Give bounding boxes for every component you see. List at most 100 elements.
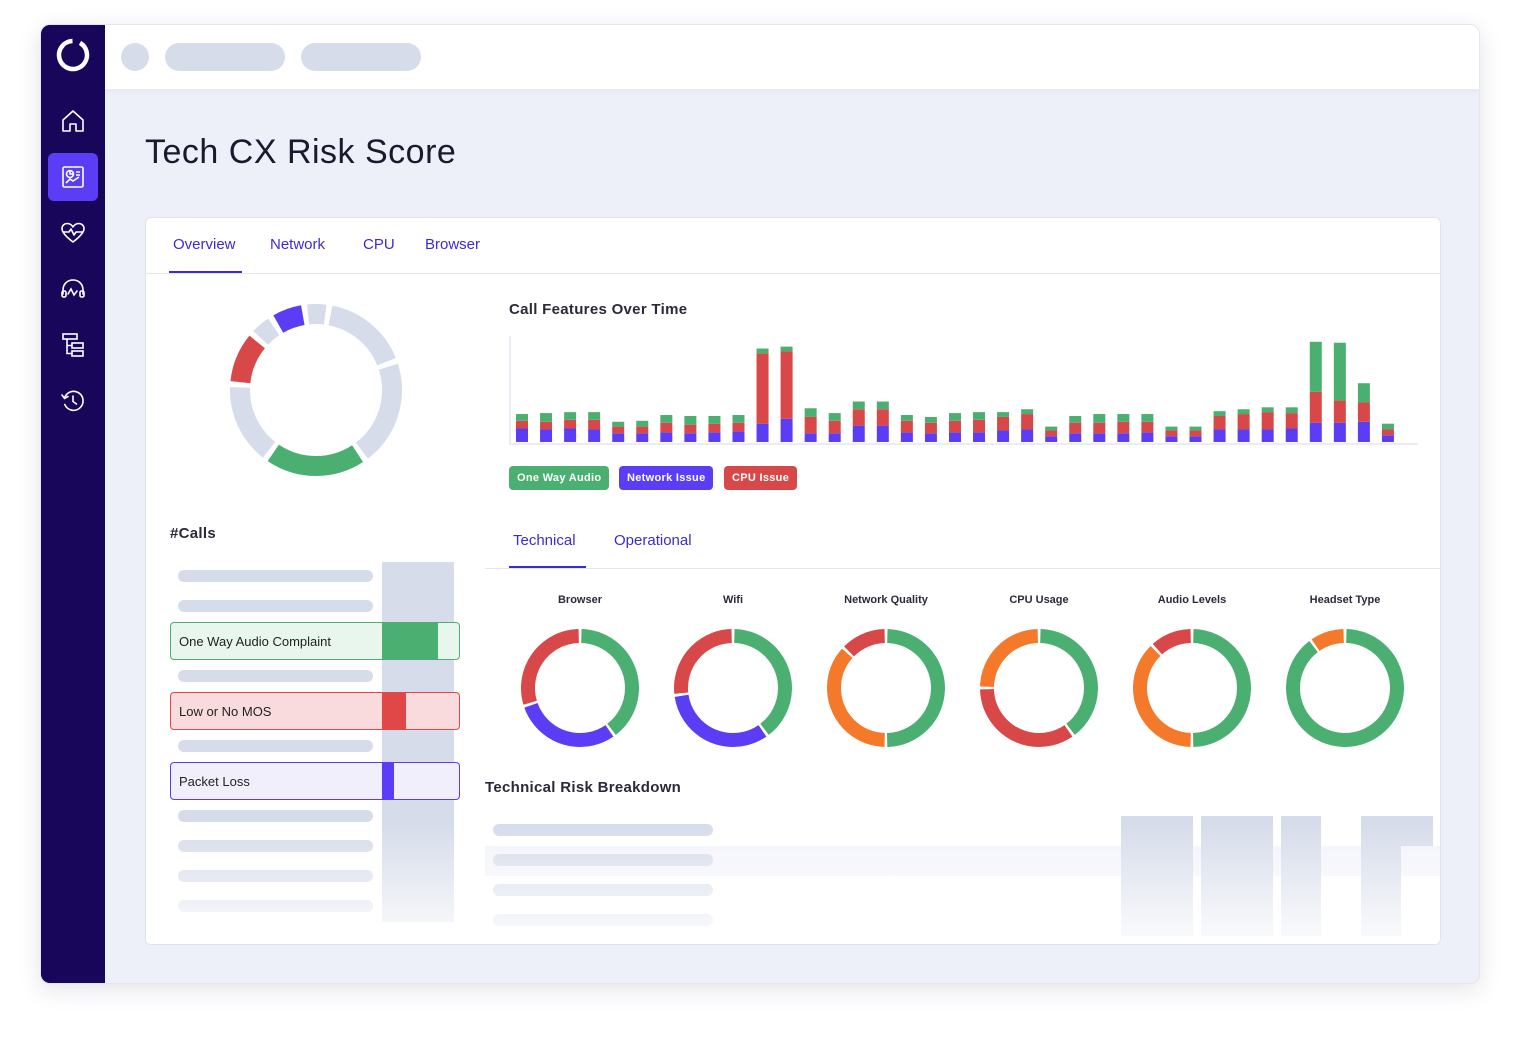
bar-segment[interactable]: [1333, 400, 1346, 423]
bar-segment[interactable]: [1021, 409, 1034, 415]
bar-segment[interactable]: [828, 413, 841, 421]
legend-cpu-issue[interactable]: CPU Issue: [724, 466, 798, 490]
bar-segment[interactable]: [852, 401, 865, 410]
bar-segment[interactable]: [1381, 429, 1394, 436]
bar-segment[interactable]: [900, 432, 913, 442]
bar-segment[interactable]: [1141, 421, 1154, 433]
bar-segment[interactable]: [756, 423, 769, 442]
bar-segment[interactable]: [780, 346, 793, 352]
bar-segment[interactable]: [997, 416, 1010, 431]
bar-segment[interactable]: [1309, 341, 1322, 392]
nav-history[interactable]: [48, 377, 98, 425]
bar-segment[interactable]: [1381, 435, 1394, 442]
bar-segment[interactable]: [852, 425, 865, 442]
bar-segment[interactable]: [1189, 426, 1202, 431]
bar-segment[interactable]: [1069, 433, 1082, 442]
bar-segment[interactable]: [1237, 409, 1250, 415]
bar-segment[interactable]: [756, 353, 769, 424]
bar-segment[interactable]: [636, 420, 649, 427]
bar-segment[interactable]: [564, 412, 577, 420]
bar-segment[interactable]: [1093, 414, 1106, 423]
bar-segment[interactable]: [516, 420, 528, 429]
bar-segment[interactable]: [876, 425, 889, 442]
bar-segment[interactable]: [1045, 426, 1058, 431]
bar-segment[interactable]: [1165, 430, 1178, 437]
bar-segment[interactable]: [1285, 407, 1298, 414]
bar-segment[interactable]: [973, 419, 986, 433]
app-logo-icon[interactable]: [55, 37, 91, 73]
bar-segment[interactable]: [564, 419, 577, 429]
tab-network[interactable]: Network: [270, 236, 326, 253]
bar-segment[interactable]: [973, 432, 986, 442]
bar-segment[interactable]: [948, 432, 961, 442]
bar-segment[interactable]: [924, 416, 937, 423]
bar-segment[interactable]: [588, 429, 601, 442]
bar-segment[interactable]: [1141, 432, 1154, 442]
bar-segment[interactable]: [1309, 422, 1322, 442]
legend-one-way-audio[interactable]: One Way Audio: [509, 466, 610, 490]
bar-segment[interactable]: [1165, 426, 1178, 431]
bar-segment[interactable]: [540, 413, 553, 422]
bar-segment[interactable]: [684, 424, 697, 434]
avatar-placeholder[interactable]: [121, 43, 149, 71]
bar-segment[interactable]: [1021, 414, 1034, 430]
call-row-one-way-audio[interactable]: One Way Audio Complaint: [170, 622, 460, 660]
bar-segment[interactable]: [1093, 422, 1106, 434]
bar-segment[interactable]: [660, 432, 673, 442]
bar-segment[interactable]: [948, 420, 961, 433]
bar-segment[interactable]: [997, 430, 1010, 442]
tab-browser[interactable]: Browser: [425, 236, 481, 253]
nav-headset[interactable]: [48, 265, 98, 313]
bar-segment[interactable]: [1285, 428, 1298, 442]
bar-segment[interactable]: [1237, 414, 1250, 430]
bar-segment[interactable]: [1093, 433, 1106, 442]
bar-segment[interactable]: [540, 429, 553, 442]
bar-segment[interactable]: [708, 432, 721, 442]
bar-segment[interactable]: [876, 401, 889, 410]
call-row-low-mos[interactable]: Low or No MOS: [170, 692, 460, 730]
tab-cpu[interactable]: CPU: [363, 236, 395, 253]
bar-segment[interactable]: [924, 422, 937, 434]
bar-segment[interactable]: [516, 414, 528, 421]
nav-health[interactable]: [48, 209, 98, 257]
subtab-technical[interactable]: Technical: [513, 532, 576, 549]
nav-home[interactable]: [48, 97, 98, 145]
bar-segment[interactable]: [708, 423, 721, 433]
breadcrumb-placeholder[interactable]: [301, 43, 421, 71]
bar-segment[interactable]: [1069, 415, 1082, 423]
bar-segment[interactable]: [948, 413, 961, 421]
bar-segment[interactable]: [1333, 342, 1346, 401]
bar-segment[interactable]: [564, 428, 577, 442]
bar-segment[interactable]: [612, 433, 625, 442]
bar-segment[interactable]: [1381, 423, 1394, 430]
bar-segment[interactable]: [924, 433, 937, 442]
bar-segment[interactable]: [1021, 429, 1034, 442]
bar-segment[interactable]: [1117, 421, 1130, 434]
bar-segment[interactable]: [1309, 391, 1322, 423]
bar-segment[interactable]: [588, 412, 601, 420]
call-row-packet-loss[interactable]: Packet Loss: [170, 762, 460, 800]
bar-segment[interactable]: [1069, 422, 1082, 434]
bar-segment[interactable]: [1213, 429, 1226, 442]
bar-segment[interactable]: [1261, 407, 1274, 413]
bar-segment[interactable]: [756, 348, 769, 354]
bar-segment[interactable]: [1141, 414, 1154, 422]
legend-network-issue[interactable]: Network Issue: [619, 466, 714, 490]
bar-segment[interactable]: [1333, 422, 1346, 442]
bar-segment[interactable]: [828, 433, 841, 442]
bar-segment[interactable]: [780, 351, 793, 419]
bar-segment[interactable]: [636, 433, 649, 442]
bar-segment[interactable]: [660, 415, 673, 423]
nav-report[interactable]: [48, 153, 98, 201]
bar-segment[interactable]: [732, 431, 745, 442]
bar-segment[interactable]: [636, 426, 649, 434]
subtab-operational[interactable]: Operational: [614, 532, 692, 549]
bar-segment[interactable]: [828, 420, 841, 434]
bar-segment[interactable]: [588, 419, 601, 430]
bar-segment[interactable]: [1189, 436, 1202, 442]
bar-segment[interactable]: [1045, 430, 1058, 437]
bar-segment[interactable]: [732, 415, 745, 423]
bar-segment[interactable]: [780, 418, 793, 442]
bar-segment[interactable]: [516, 428, 528, 442]
tab-overview[interactable]: Overview: [173, 236, 236, 253]
